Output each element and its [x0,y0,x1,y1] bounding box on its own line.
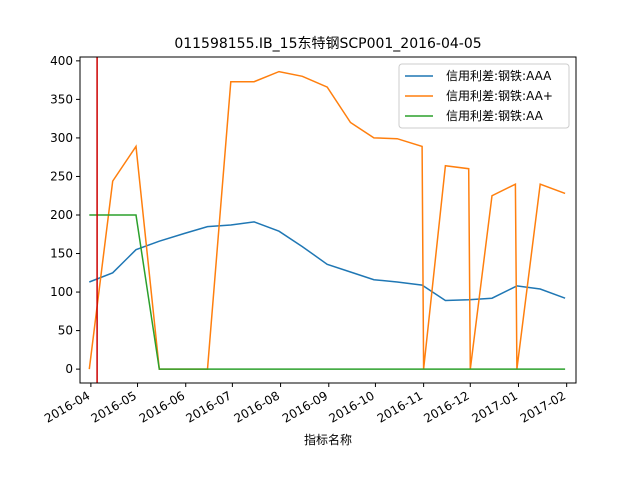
series-line-3 [89,214,566,370]
plot-frame [79,56,577,384]
y-tick-label: 150 [50,247,73,261]
legend: 信用利差:钢铁:AAA 信用利差:钢铁:AA+ 信用利差:钢铁:AA [398,63,570,129]
series-line-1 [89,221,566,302]
y-tick-label: 0 [65,362,73,376]
legend-box [398,63,570,129]
chart-title: 011598155.IB_15东特钢SCP001_2016-04-05 [174,36,481,52]
legend-label-3: 信用利差:钢铁:AA [446,109,544,123]
y-tick-label: 50 [58,324,73,338]
legend-label-1: 信用利差:钢铁:AAA [446,69,552,83]
legend-label-2: 信用利差:钢铁:AA+ [446,89,553,103]
x-axis-label: 指标名称 [304,432,352,447]
y-tick-label: 400 [50,54,73,68]
y-axis: 0 50 100 150 200 250 300 350 400 [50,54,80,376]
y-tick-label: 250 [50,169,73,183]
y-tick-label: 300 [50,131,73,145]
y-tick-label: 350 [50,92,73,106]
plot-lines [88,70,566,370]
y-tick-label: 200 [50,208,73,222]
y-tick-label: 100 [50,285,73,299]
